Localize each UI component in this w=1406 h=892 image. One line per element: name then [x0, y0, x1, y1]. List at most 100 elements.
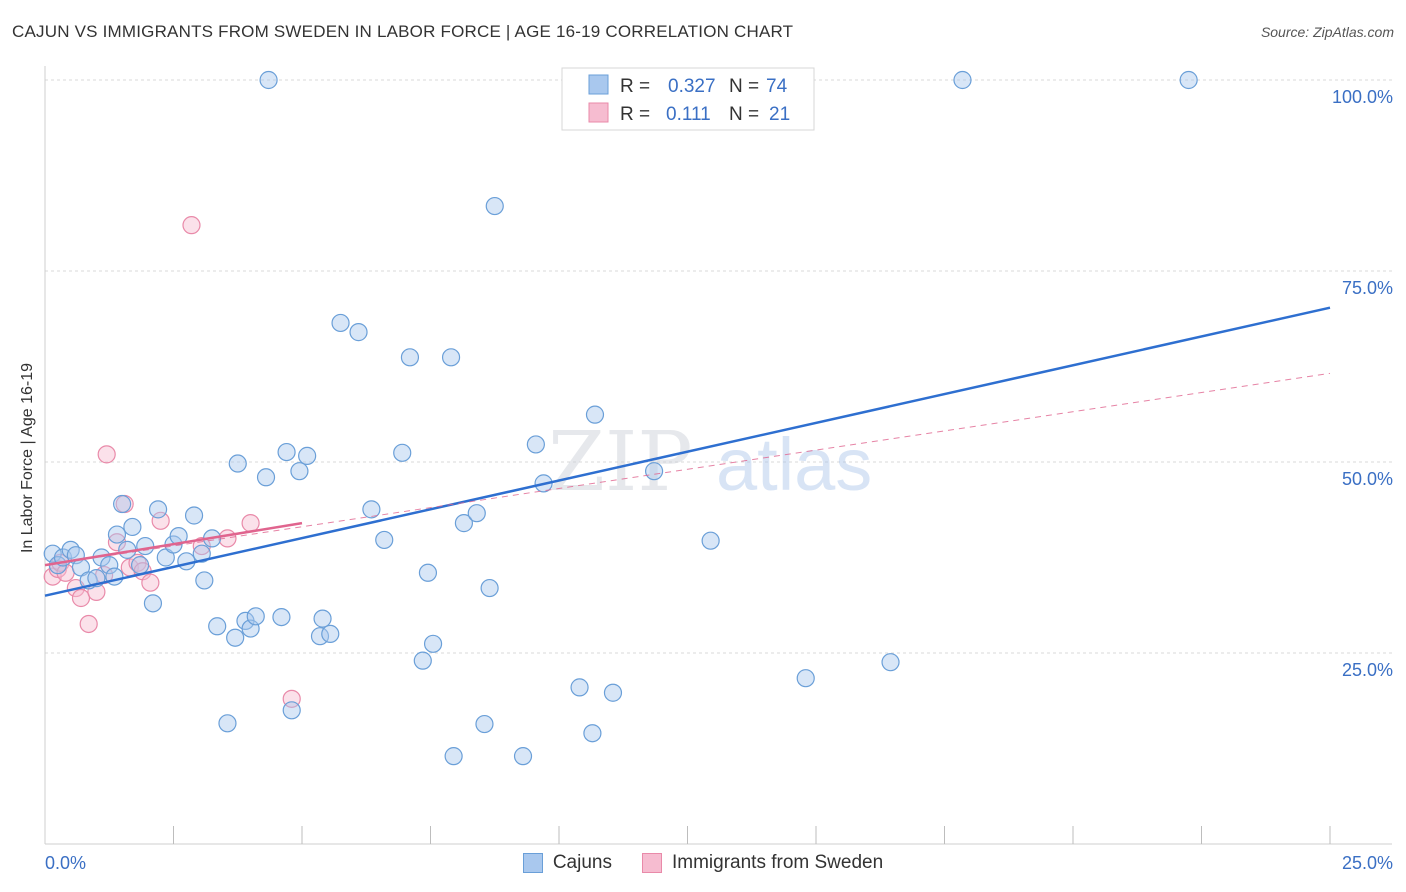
cajun-point-66	[603, 683, 623, 702]
watermark: ZIP atlas	[548, 415, 872, 510]
cajun-point-61	[526, 435, 545, 454]
sweden-point-18	[192, 536, 211, 556]
cajun-point-59	[485, 196, 504, 216]
chart-title: CAJUN VS IMMIGRANTS FROM SWEDEN IN LABOR…	[12, 22, 794, 41]
cajun-point-27	[208, 617, 227, 636]
cajun-point-21	[169, 527, 188, 546]
cajun-point-38	[282, 701, 301, 720]
legend-swatch-cajuns	[588, 74, 609, 95]
legend-r-value-2: 0.111	[666, 104, 711, 125]
sweden-point-10	[107, 533, 127, 552]
legend-swatch-sweden	[588, 102, 609, 123]
stats-legend: R = 0.327 N = 74 R = 0.111 N = 21	[561, 67, 815, 131]
cajun-point-50	[413, 651, 432, 670]
cajun-point-60	[513, 747, 533, 766]
cajun-point-23	[184, 506, 204, 525]
cajun-point-57	[475, 714, 494, 734]
legend-n-label-2: N =	[729, 104, 759, 125]
watermark-atlas: atlas	[716, 423, 872, 506]
cajun-point-11	[107, 525, 127, 544]
cajun-point-44	[331, 313, 350, 333]
gridlines	[45, 79, 1392, 654]
cajun-point-9	[100, 556, 119, 575]
sweden-point-16	[151, 511, 170, 530]
cajun-point-72	[1179, 70, 1198, 90]
source-label: Source: ZipAtlas.com	[1260, 24, 1394, 40]
cajun-point-64	[583, 724, 602, 743]
cajun-point-69	[796, 669, 815, 688]
y-tick-label-1: 50.0%	[1342, 469, 1393, 489]
legend-swatch-sweden-bottom	[641, 853, 662, 873]
cajun-point-58	[480, 578, 499, 598]
cajun-point-51	[418, 563, 438, 582]
cajun-point-33	[246, 607, 265, 626]
legend-item-cajuns: Cajuns	[522, 852, 612, 874]
trend-lines	[44, 306, 1331, 597]
cajun-point-22	[177, 552, 196, 571]
cajun-point-0	[43, 544, 62, 563]
cajun-point-71	[953, 70, 972, 90]
cajun-point-67	[644, 462, 664, 481]
cajun-point-25	[195, 571, 214, 590]
legend-r-value-1: 0.327	[668, 76, 716, 97]
x-tick-label-1: 25.0%	[1342, 853, 1393, 873]
cajun-point-24	[192, 544, 211, 563]
sweden-point-20	[241, 514, 260, 533]
cajun-point-43	[321, 624, 340, 644]
y-tick-label-2: 75.0%	[1342, 278, 1393, 298]
sweden-point-5	[71, 588, 91, 608]
cajun-point-46	[362, 500, 381, 519]
cajun-point-29	[226, 628, 245, 647]
cajun-point-39	[290, 462, 309, 481]
sweden-point-15	[141, 573, 160, 592]
cajun-point-63	[570, 678, 589, 697]
cajun-point-56	[467, 504, 486, 523]
cajun-point-3	[61, 540, 80, 559]
sweden-trend-line-dashed	[44, 372, 1331, 566]
legend-r-label-1: R =	[620, 76, 650, 97]
sweden-point-17	[182, 216, 201, 235]
sweden-point-9	[97, 445, 116, 464]
legend-n-value-2: 21	[769, 104, 790, 125]
y-tick-label-0: 25.0%	[1342, 660, 1393, 680]
x-tick-label-0: 0.0%	[45, 853, 86, 873]
cajun-point-49	[400, 348, 420, 367]
series-legend: Cajuns Immigrants from Sweden	[0, 852, 1406, 874]
cajun-point-12	[112, 494, 132, 514]
y-tick-labels: 25.0% 50.0% 75.0% 100.0%	[1332, 87, 1393, 680]
x-tick-labels: 0.0% 25.0%	[45, 853, 1393, 873]
cajun-point-30	[228, 454, 247, 473]
legend-label-cajuns: Cajuns	[552, 852, 612, 873]
legend-label-sweden: Immigrants from Sweden	[671, 852, 884, 873]
cajun-point-55	[454, 514, 474, 533]
cajun-point-54	[444, 747, 463, 766]
legend-item-sweden: Immigrants from Sweden	[641, 852, 884, 874]
cajun-point-52	[423, 634, 443, 653]
cajun-point-18	[148, 500, 168, 519]
cajun-point-36	[272, 607, 291, 627]
watermark-zip: ZIP	[548, 415, 693, 510]
cajun-point-37	[277, 442, 296, 462]
legend-n-value-1: 74	[766, 76, 788, 97]
legend-swatch-cajuns-bottom	[522, 853, 543, 873]
cajun-point-42	[313, 609, 332, 628]
legend-n-label-1: N =	[729, 76, 759, 97]
sweden-trend-line-solid	[44, 521, 303, 567]
cajun-point-65	[585, 405, 605, 424]
cajun-point-17	[143, 594, 163, 613]
cajun-point-40	[298, 446, 317, 465]
cajun-point-15	[130, 556, 150, 575]
cajun-point-70	[881, 653, 900, 672]
cajun-point-48	[393, 443, 412, 462]
cajun-point-35	[259, 70, 278, 90]
cajun-point-68	[701, 531, 720, 550]
cajun-point-45	[349, 323, 368, 342]
legend-r-label-2: R =	[620, 104, 650, 125]
cajun-point-34	[256, 468, 276, 487]
cajun-point-14	[123, 517, 142, 537]
y-tick-label-3: 100.0%	[1332, 87, 1393, 107]
sweden-point-6	[79, 614, 98, 634]
cajun-point-16	[136, 536, 155, 556]
cajun-trend-line	[44, 306, 1331, 597]
